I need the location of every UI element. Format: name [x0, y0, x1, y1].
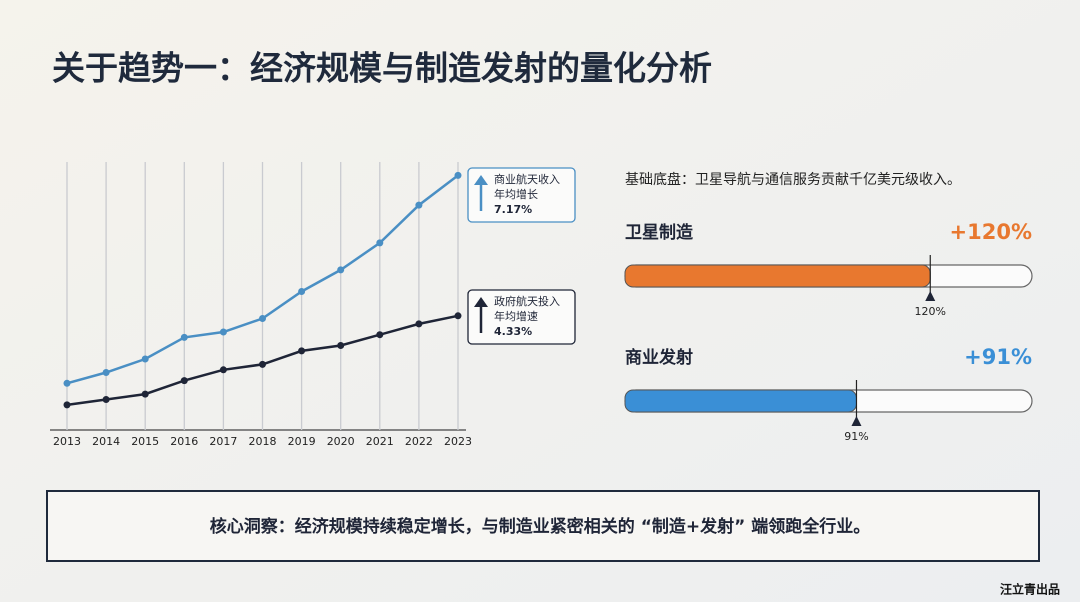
bar-fill [624, 389, 857, 413]
data-point [180, 377, 188, 385]
callout-text: 7.17% [494, 203, 532, 216]
callout-text: 4.33% [494, 325, 532, 338]
x-tick-label: 2018 [249, 435, 277, 448]
callout-text: 政府航天投入 [494, 294, 560, 308]
bar-label: 卫星制造 [625, 222, 694, 243]
x-tick-label: 2022 [405, 435, 433, 448]
x-tick-label: 2023 [444, 435, 472, 448]
x-tick-label: 2016 [170, 435, 198, 448]
value-label: +120% [950, 220, 1032, 244]
callout-box [467, 289, 576, 345]
insight-text: 核心洞察：经济规模持续稳定增长，与制造业紧密相关的 “制造+发射” 端领跑全行业… [210, 516, 870, 537]
data-point [219, 366, 227, 374]
data-point [259, 360, 266, 368]
data-point [141, 355, 149, 363]
value-label: +91% [964, 345, 1032, 369]
data-point [376, 239, 384, 247]
x-tick-label: 2021 [366, 435, 394, 448]
callout-box [467, 167, 576, 223]
x-tick-label: 2013 [53, 435, 81, 448]
data-point [259, 315, 266, 322]
x-tick-label: 2014 [92, 435, 120, 448]
insight-box [46, 490, 1040, 562]
data-point [102, 396, 110, 403]
data-point [102, 369, 110, 376]
data-point [337, 266, 345, 274]
callout-arrowhead [474, 297, 488, 307]
data-point [298, 347, 306, 355]
data-point [454, 171, 462, 179]
slide-title: 关于趋势一：经济规模与制造发射的量化分析 [52, 49, 712, 88]
subtitle: 基础底盘：卫星导航与通信服务贡献千亿美元级收入。 [625, 171, 961, 188]
data-point [376, 331, 384, 339]
x-tick-label: 2015 [131, 435, 159, 448]
data-point [454, 312, 462, 320]
data-point [180, 333, 188, 341]
data-point [63, 401, 71, 409]
marker-triangle [925, 291, 936, 301]
data-point [415, 320, 423, 328]
callout-arrowhead [474, 175, 488, 185]
callout-text: 年均增长 [494, 187, 538, 201]
callout-text: 年均增速 [494, 309, 538, 323]
data-point [141, 390, 149, 398]
footer: 汪立青出品 [1000, 582, 1060, 597]
marker-label: 91% [844, 430, 868, 443]
x-tick-label: 2017 [209, 435, 237, 448]
callout-text: 商业航天收入 [494, 172, 560, 186]
bar-fill [624, 264, 931, 288]
data-point [63, 379, 71, 387]
data-point [337, 342, 345, 349]
x-tick-label: 2020 [327, 435, 355, 448]
data-point [415, 201, 423, 209]
bar-label: 商业发射 [625, 347, 693, 368]
data-point [298, 288, 306, 295]
marker-label: 120% [915, 305, 946, 318]
x-tick-label: 2019 [288, 435, 316, 448]
data-point [219, 328, 227, 336]
marker-triangle [851, 416, 862, 426]
